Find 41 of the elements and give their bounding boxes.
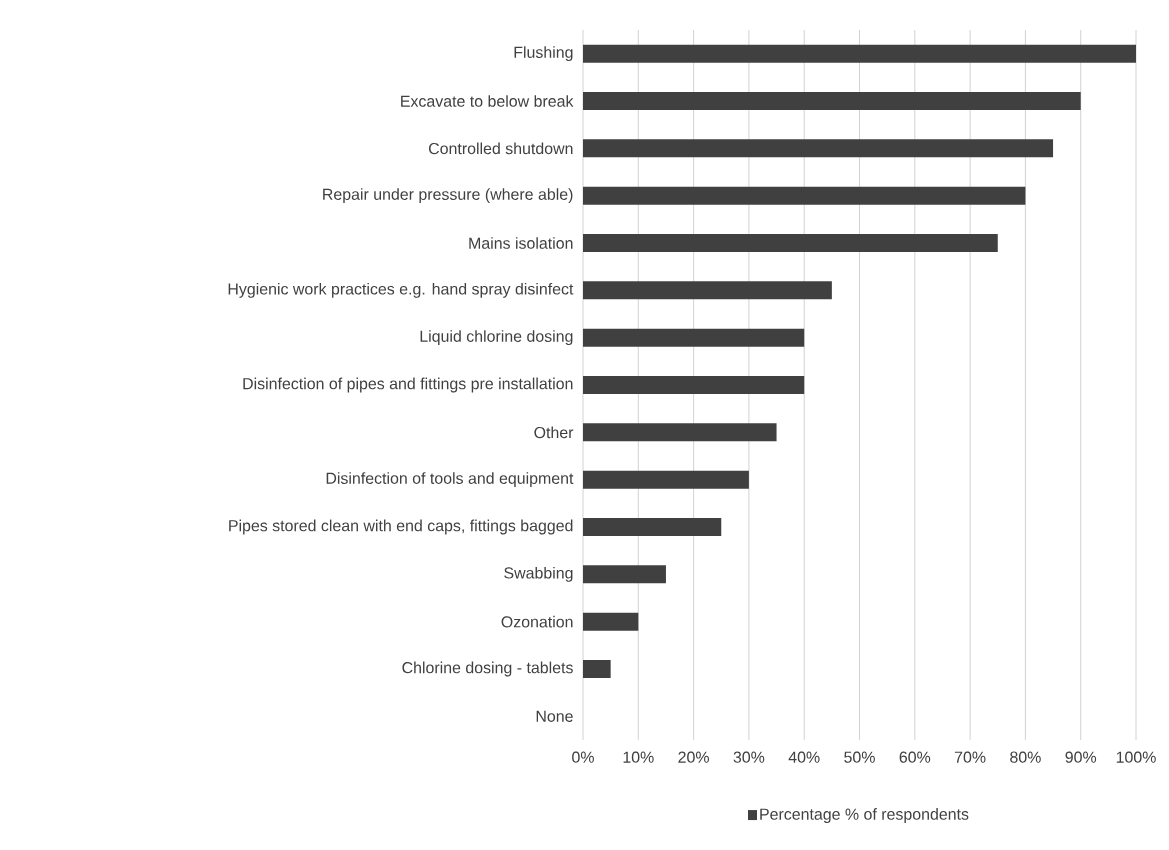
bar <box>583 186 1026 205</box>
bar <box>583 234 998 252</box>
x-tick-label: 40% <box>788 751 820 763</box>
y-tick-label: None <box>536 710 573 722</box>
x-tick-label: 70% <box>954 751 986 763</box>
y-tick-label: Disinfection of pipes and fittings pre installation <box>243 377 573 393</box>
x-tick-label: 60% <box>899 751 931 763</box>
bar <box>583 518 722 537</box>
bar <box>583 44 1137 63</box>
x-tick-label: 30% <box>733 751 765 763</box>
x-tick-label: 80% <box>1010 751 1041 763</box>
y-tick-label: Chlorine dosing - tablets <box>402 661 573 677</box>
bar <box>583 612 639 631</box>
y-tick-label: Swabbing <box>504 566 573 582</box>
bar <box>583 328 805 347</box>
y-tick-label: Mains isolation <box>469 237 573 249</box>
bar <box>583 423 777 442</box>
y-tick-label: Repair under pressure (where able) <box>323 188 573 204</box>
bar <box>583 660 611 679</box>
x-tick-label: 0% <box>572 751 594 763</box>
x-tick-label: 20% <box>678 751 709 763</box>
x-tick-label: 90% <box>1065 751 1097 763</box>
y-tick-label: Liquid chlorine dosing <box>420 330 573 346</box>
y-tick-label: Ozonation <box>501 615 573 628</box>
x-tick-label: 100% <box>1116 751 1156 763</box>
bar <box>583 565 666 584</box>
x-tick-label: 10% <box>623 751 654 763</box>
y-tick-label: Flushing <box>514 46 573 62</box>
bar <box>583 470 749 489</box>
y-tick-label: Controlled shutdown <box>428 142 573 155</box>
y-tick-label: Disinfection of tools and equipment <box>326 472 574 488</box>
y-tick-label: Hygienic work practices e.g. hand spray disinfect <box>228 282 574 298</box>
y-tick-label: Other <box>534 426 574 439</box>
bar <box>583 376 805 394</box>
bar <box>583 139 1054 158</box>
bar <box>583 281 832 300</box>
legend-label: Percentage % of respondents <box>760 808 969 823</box>
y-tick-label: Pipes stored clean with end caps, fittings bagged <box>229 519 573 535</box>
x-tick-label: 50% <box>844 751 875 763</box>
bar <box>583 92 1081 110</box>
y-tick-label: Excavate to below break <box>401 95 574 107</box>
